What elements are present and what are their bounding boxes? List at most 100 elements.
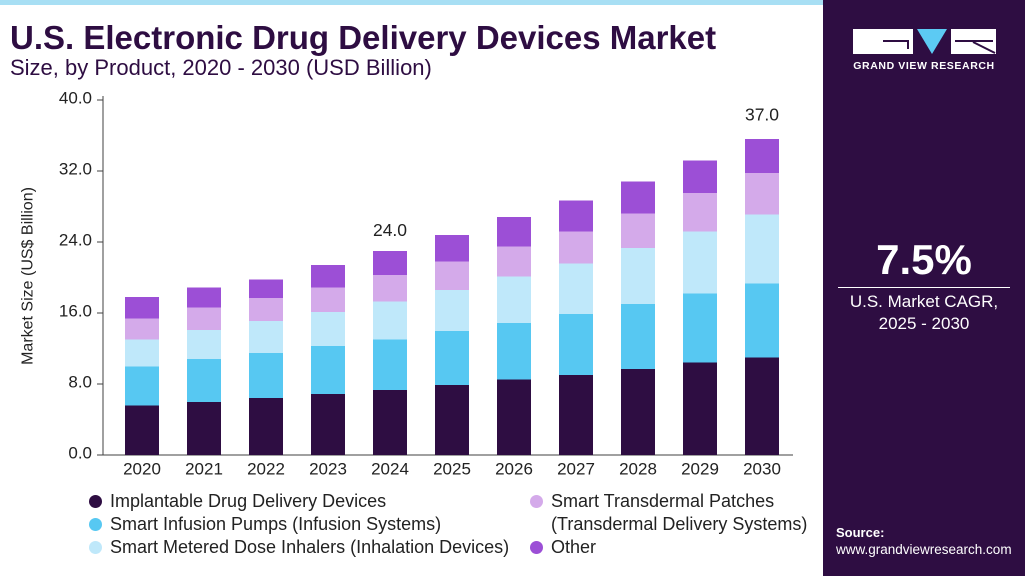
bar-2030-smart-metered-dose [745, 214, 779, 284]
y-tick-label: 24.0 [59, 231, 92, 250]
bar-2024-other [373, 250, 407, 275]
legend-label-metered-dose-inhalers: Smart Metered Dose Inhalers (Inhalation … [110, 537, 510, 557]
x-tick-label-2022: 2022 [247, 460, 285, 479]
bar-2027-smart-transdermal-patches [559, 231, 593, 264]
cagr-label: U.S. Market CAGR, [849, 292, 999, 311]
x-tick-label-2028: 2028 [619, 460, 657, 479]
cagr-caption: U.S. Market CAGR, 2025 - 2030 [823, 291, 1025, 335]
top-accent-bar [0, 0, 823, 5]
bar-2020-smart-transdermal-patches [125, 318, 159, 340]
y-tick-label: 0.0 [68, 444, 92, 463]
x-tick-label-2023: 2023 [309, 460, 347, 479]
brand-name: GRAND VIEW RESEARCH [853, 60, 995, 72]
logo-v-triangle [917, 29, 947, 54]
bar-2027-other [559, 200, 593, 232]
legend-item-transdermal-patches: Smart Transdermal Patches (Transdermal D… [530, 490, 813, 536]
bar-2028-implantable-drug-delivery [621, 368, 655, 455]
summary-panel: GRAND VIEW RESEARCH 7.5% U.S. Market CAG… [823, 0, 1025, 576]
bar-2020-other [125, 297, 159, 319]
bar-2029-smart-infusion-pumps [683, 293, 717, 363]
legend-swatch-transdermal-patches [530, 495, 543, 508]
cagr-divider [838, 287, 1010, 288]
y-axis-ticks: 0.0 8.0 16.0 24.0 32.0 40.0 [59, 89, 103, 463]
x-tick-label-2020: 2020 [123, 460, 161, 479]
cagr-value: 7.5% [876, 236, 972, 283]
x-axis-ticks: 2020 2021 2022 2023 2024 2025 2026 2027 2028 2029… [123, 460, 781, 479]
bar-2028-smart-metered-dose [621, 248, 655, 305]
logo-r-leg [972, 41, 996, 54]
legend-label-transdermal-patches: Smart Transdermal Patches (Transdermal D… [551, 491, 808, 534]
bar-2027-smart-metered-dose [559, 263, 593, 314]
legend-item-infusion-pumps: Smart Infusion Pumps (Infusion Systems) [89, 513, 509, 536]
bar-2029-smart-transdermal-patches [683, 193, 717, 232]
bar-2030-other [745, 139, 779, 173]
legend-label-other: Other [551, 537, 597, 557]
bar-2020-smart-metered-dose [125, 339, 159, 367]
legend-item-other: Other [530, 536, 813, 559]
legend-swatch-other [530, 541, 543, 554]
y-tick-label: 16.0 [59, 302, 92, 321]
bar-2022-smart-infusion-pumps [249, 352, 283, 399]
bar-2026-smart-metered-dose [497, 276, 531, 323]
chart-subtitle: Size, by Product, 2020 - 2030 (USD Billi… [10, 55, 432, 80]
gvr-logo-icon [853, 29, 996, 54]
bar-2023-smart-transdermal-patches [311, 287, 345, 313]
legend-column-left: Implantable Drug Delivery Devices Smart … [89, 490, 509, 559]
bar-2021-implantable-drug-delivery [187, 401, 221, 455]
bar-2026-implantable-drug-delivery [497, 379, 531, 455]
bar-2022-implantable-drug-delivery [249, 398, 283, 455]
bar-2024-smart-metered-dose [373, 301, 407, 340]
legend-swatch-infusion-pumps [89, 518, 102, 531]
bar-2021-other [187, 287, 221, 308]
bar-2022-other [249, 279, 283, 298]
legend-swatch-implantable [89, 495, 102, 508]
legend-swatch-metered-dose-inhalers [89, 541, 102, 554]
bar-2025-implantable-drug-delivery [435, 384, 469, 455]
bar-2027-implantable-drug-delivery [559, 375, 593, 455]
x-tick-label-2025: 2025 [433, 460, 471, 479]
bar-2020-smart-infusion-pumps [125, 366, 159, 406]
bar-2029-implantable-drug-delivery [683, 362, 717, 455]
bar-2025-smart-transdermal-patches [435, 261, 469, 290]
y-tick-label: 8.0 [68, 373, 92, 392]
stacked-bar-chart: 0.08.016.024.032.040.0 2020 2021 2022 2023 2… [20, 89, 793, 479]
bar-2020-implantable-drug-delivery [125, 405, 159, 455]
legend-column-right: Smart Transdermal Patches (Transdermal D… [530, 490, 813, 559]
total-label-2024: 24.0 [373, 220, 407, 240]
x-tick-label-2021: 2021 [185, 460, 223, 479]
bar-2029-other [683, 160, 717, 194]
legend-label-implantable: Implantable Drug Delivery Devices [110, 491, 387, 511]
source-label: Source: [836, 525, 885, 540]
bar-2029-smart-metered-dose [683, 231, 717, 294]
bar-2030-smart-transdermal-patches [745, 172, 779, 215]
bar-2028-other [621, 181, 655, 214]
y-tick-label: 40.0 [59, 89, 92, 108]
bar-2023-implantable-drug-delivery [311, 393, 345, 455]
bar-2024-smart-infusion-pumps [373, 339, 407, 391]
bar-2021-smart-metered-dose [187, 329, 221, 360]
bar-2022-smart-metered-dose [249, 320, 283, 353]
x-tick-label-2027: 2027 [557, 460, 595, 479]
bar-2026-smart-infusion-pumps [497, 322, 531, 380]
bar-2026-other [497, 217, 531, 247]
bar-2023-smart-metered-dose [311, 312, 345, 346]
total-label-2030: 37.0 [745, 105, 779, 125]
logo-g-slit-vertical [907, 40, 909, 49]
bar-2026-smart-transdermal-patches [497, 246, 531, 277]
logo-g-slit [883, 40, 909, 42]
bar-2030-implantable-drug-delivery [745, 357, 779, 455]
x-tick-label-2030: 2030 [743, 460, 781, 479]
bar-2025-other [435, 234, 469, 262]
bar-2023-smart-infusion-pumps [311, 345, 345, 394]
x-tick-label-2029: 2029 [681, 460, 719, 479]
bar-2024-smart-transdermal-patches [373, 274, 407, 302]
cagr-period: 2025 - 2030 [878, 314, 970, 333]
source-url: www.grandviewresearch.com [836, 542, 1012, 557]
legend-item-implantable: Implantable Drug Delivery Devices [89, 490, 509, 513]
legend-item-metered-dose-inhalers: Smart Metered Dose Inhalers (Inhalation … [89, 536, 509, 559]
bar-2021-smart-infusion-pumps [187, 359, 221, 402]
bar-2021-smart-transdermal-patches [187, 307, 221, 330]
total-annotations: 24.0 37.0 [373, 105, 779, 240]
bar-2025-smart-metered-dose [435, 289, 469, 331]
bar-2024-implantable-drug-delivery [373, 390, 407, 455]
